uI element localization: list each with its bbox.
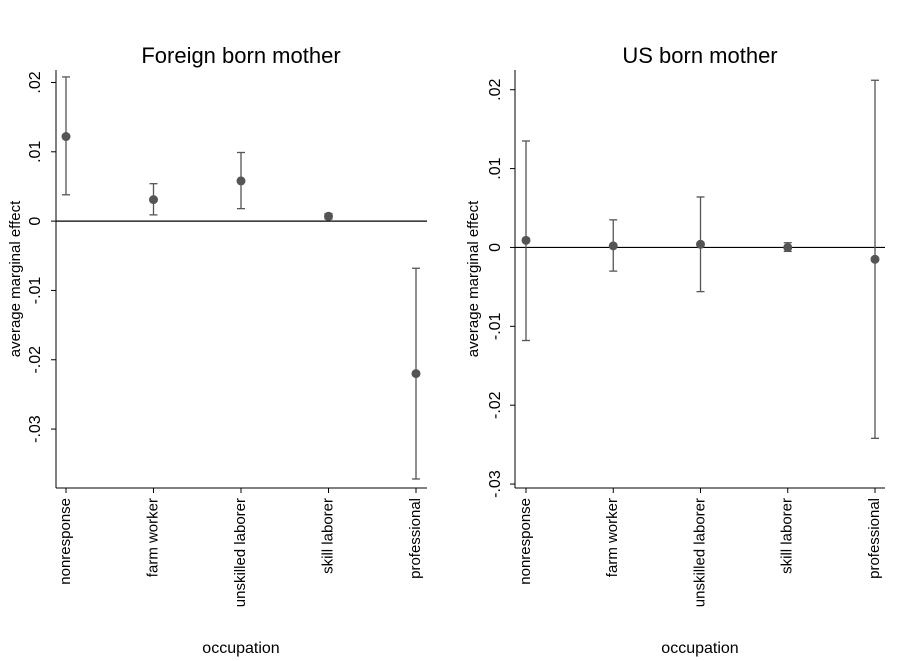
y-tick-label: .02 <box>27 71 44 93</box>
x-tick-label: nonresponse <box>517 498 534 585</box>
data-point <box>783 242 793 252</box>
data-point <box>608 241 618 251</box>
data-point <box>521 235 531 245</box>
chart-title: US born mother <box>622 43 777 68</box>
x-tick-label: farm worker <box>604 498 621 577</box>
data-point <box>61 132 71 142</box>
y-tick-label: -.02 <box>487 391 504 419</box>
chart-panel-1: Foreign born mother .02 .01 0 -.01 -.02 -.03 av… <box>7 43 427 657</box>
x-tick-label: skill laborer <box>779 498 796 574</box>
data-point <box>696 239 705 249</box>
data-point <box>236 176 246 186</box>
data-point <box>870 254 880 264</box>
x-tick-label: unskilled laborer <box>691 498 708 607</box>
y-tick-label: -.03 <box>27 415 44 443</box>
x-tick-label: nonresponse <box>57 498 74 585</box>
y-tick-label: -.01 <box>487 312 504 340</box>
y-tick-label: .02 <box>487 78 504 100</box>
y-tick-label: .01 <box>27 141 44 163</box>
data-point <box>411 369 421 379</box>
x-tick-label: unskilled laborer <box>232 498 249 607</box>
chart-title: Foreign born mother <box>141 43 340 68</box>
data-point <box>149 195 158 205</box>
x-axis-label: occupation <box>202 640 279 657</box>
y-tick-label: -.01 <box>27 277 44 305</box>
x-tick-label: professional <box>866 498 883 579</box>
data-point <box>324 211 333 221</box>
x-tick-label: professional <box>407 498 424 579</box>
x-axis-label: occupation <box>661 640 738 657</box>
x-tick-label: farm worker <box>144 498 161 577</box>
y-tick-label: -.03 <box>487 470 504 498</box>
y-axis-label: average marginal effect <box>7 200 24 357</box>
y-tick-label: 0 <box>487 243 504 252</box>
x-tick-label: skill laborer <box>319 498 336 574</box>
y-tick-label: -.02 <box>27 346 44 374</box>
y-tick-label: .01 <box>487 157 504 179</box>
chart-panel-2: US born mother .02 .01 0 -.01 -.02 -.03 average… <box>465 43 885 657</box>
y-tick-label: 0 <box>27 217 44 226</box>
y-axis-label: average marginal effect <box>465 200 482 357</box>
